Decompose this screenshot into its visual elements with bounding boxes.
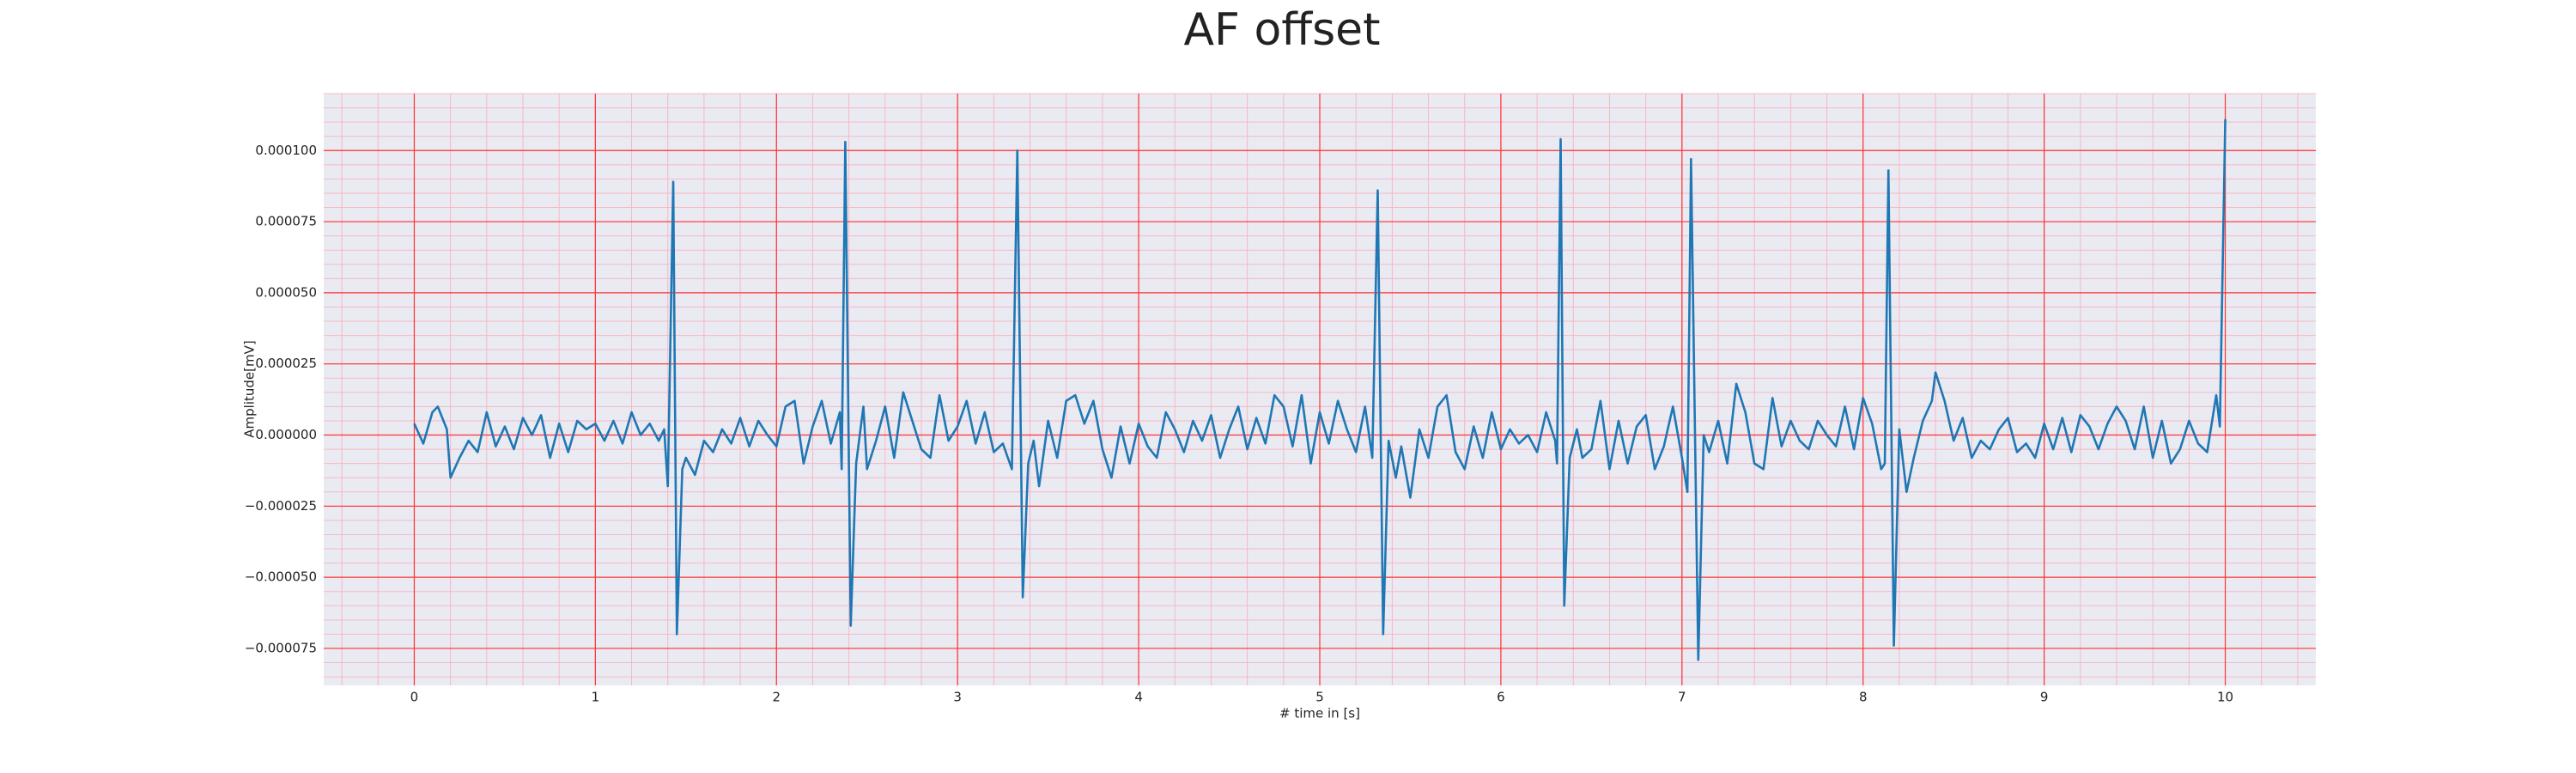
y-tick-label: −0.000075 — [245, 640, 317, 655]
x-tick-label: 2 — [772, 690, 781, 705]
y-tick-label: 0.000025 — [255, 356, 317, 371]
chart-title: AF offset — [1183, 4, 1380, 56]
x-axis-label: # time in [s] — [1279, 706, 1360, 721]
y-tick-label: 0.000050 — [255, 284, 317, 300]
signal-line — [413, 119, 2227, 661]
x-tick-label: 4 — [1134, 690, 1143, 705]
x-tick-label: 10 — [2217, 690, 2233, 705]
y-axis-label: Amplitude[mV] — [242, 340, 258, 437]
x-tick-label: 6 — [1497, 690, 1505, 705]
x-tick-label: 9 — [2040, 690, 2049, 705]
y-tick-label: −0.000025 — [245, 498, 317, 514]
x-tick-label: 7 — [1678, 690, 1686, 705]
x-tick-label: 8 — [1859, 690, 1868, 705]
x-tick-label: 3 — [953, 690, 962, 705]
x-tick-label: 5 — [1315, 690, 1324, 705]
x-tick-label: 1 — [592, 690, 600, 705]
y-tick-label: 0.000075 — [255, 214, 317, 229]
y-tick-label: −0.000050 — [245, 569, 317, 585]
x-tick-label: 0 — [410, 690, 419, 705]
y-tick-label: 0.000100 — [255, 143, 317, 158]
y-tick-label: 0.000000 — [255, 427, 317, 442]
